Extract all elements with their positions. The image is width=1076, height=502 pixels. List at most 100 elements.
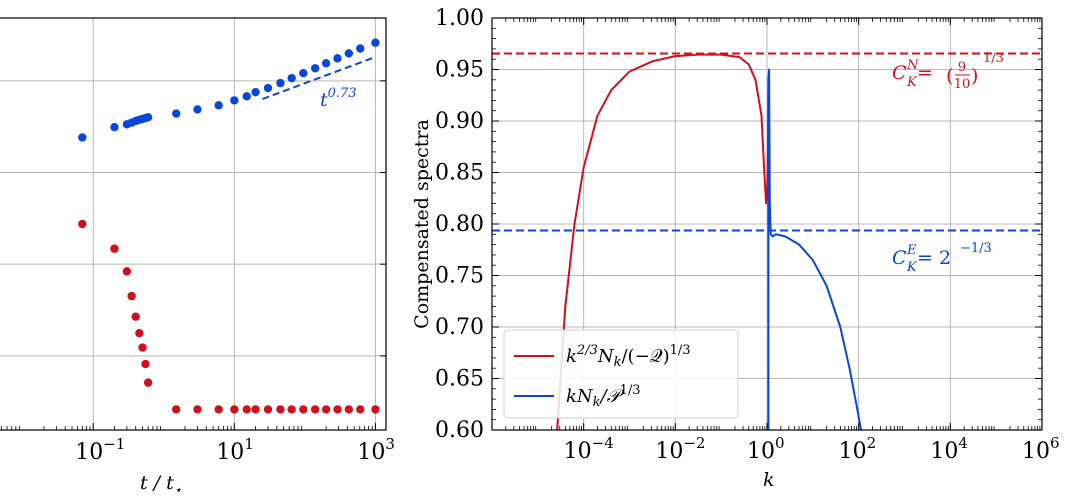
cke-power: −1/3 xyxy=(960,241,992,256)
right-xtick-label: 10−4 xyxy=(564,434,614,464)
left-power-law-label: t0.73 xyxy=(320,86,357,111)
right-xtick-label: 102 xyxy=(839,434,877,464)
right-ytick-label: 0.85 xyxy=(435,161,484,186)
left-ticks xyxy=(1,80,386,430)
power-law-dashed-line xyxy=(262,56,376,100)
left-xtick-label: 101 xyxy=(216,435,254,465)
red-data-point xyxy=(138,343,147,352)
ckn-subscript: K xyxy=(906,75,918,90)
blue-data-point xyxy=(371,38,380,47)
right-reference-lines xyxy=(492,52,1042,232)
ckn-rparen: ) xyxy=(971,65,978,87)
red-data-point xyxy=(263,405,273,414)
cke-annotation: C E K = 2 −1/3 xyxy=(892,241,992,275)
right-xtick-labels: 10−4 10−2 100 102 104 106 xyxy=(564,434,1060,464)
right-xtick-label: 106 xyxy=(1022,434,1060,464)
right-ytick-label: 0.60 xyxy=(435,418,484,443)
right-ytick-label: 0.80 xyxy=(435,212,484,237)
ckn-equals: = xyxy=(917,62,933,84)
blue-data-point xyxy=(356,44,365,53)
red-data-point xyxy=(193,405,202,414)
cke-superscript: E xyxy=(906,243,917,258)
red-data-point xyxy=(141,359,150,369)
right-ytick-labels: 0.60 0.65 0.70 0.75 0.80 0.85 0.90 0.95 1.00 xyxy=(435,6,484,443)
red-data-point xyxy=(135,328,144,338)
right-y-axis-label: Compensated spectra xyxy=(411,119,433,329)
red-data-point xyxy=(172,405,181,414)
red-data-point xyxy=(276,405,285,414)
blue-data-point xyxy=(344,49,354,58)
left-frame xyxy=(0,17,387,431)
right-xtick-label: 10−2 xyxy=(655,434,705,464)
right-xtick-label: 100 xyxy=(747,434,785,464)
ckn-symbol: C xyxy=(892,62,907,84)
blue-data-point xyxy=(143,113,153,122)
ckn-annotation: C N K = ( 9 10 ) 1/3 xyxy=(892,51,1004,92)
blue-data-point xyxy=(321,59,331,68)
left-x-axis-label: t / t⋆ xyxy=(140,472,182,498)
blue-data-point xyxy=(310,64,320,73)
legend-label-blue: kNk/𝒫1/3 xyxy=(566,383,641,410)
red-data-point xyxy=(230,405,239,414)
ckn-lparen: ( xyxy=(946,65,953,87)
blue-data-point xyxy=(214,101,223,110)
blue-data-point xyxy=(110,122,119,132)
right-ytick-label: 1.00 xyxy=(435,6,484,31)
red-data-point xyxy=(110,244,119,253)
red-data-point xyxy=(143,378,153,387)
red-data-point xyxy=(321,405,331,414)
red-data-point xyxy=(127,291,136,301)
red-data-point xyxy=(310,405,320,414)
red-data-point xyxy=(356,405,365,414)
right-ytick-label: 0.90 xyxy=(435,109,484,134)
blue-data-point xyxy=(333,54,342,63)
red-data-point xyxy=(214,405,223,414)
left-grid xyxy=(0,18,386,430)
left-power-law-line xyxy=(262,56,376,100)
blue-data-point xyxy=(230,96,239,105)
ckn-numerator: 9 xyxy=(958,60,966,75)
blue-data-point xyxy=(299,69,308,78)
red-data-point xyxy=(131,312,140,321)
red-data-point xyxy=(299,405,308,414)
blue-data-point xyxy=(242,92,251,101)
ckn-denominator: 10 xyxy=(954,77,971,92)
left-chart: t0.73 10−1 101 103 t / t⋆ xyxy=(0,17,395,498)
legend: k2/3Nk/(−𝒬)1/3 kNk/𝒫1/3 xyxy=(503,329,739,419)
right-chart: 0.600.650.700.750.800.850.900.951.00 10−… xyxy=(411,6,1060,491)
red-data-point xyxy=(333,405,342,414)
left-xtick-label: 10−1 xyxy=(75,435,125,465)
ckn-superscript: N xyxy=(906,58,919,73)
red-data-point xyxy=(287,405,296,414)
legend-label-red: k2/3Nk/(−𝒬)1/3 xyxy=(566,343,691,370)
left-xtick-labels: 10−1 101 103 xyxy=(75,435,395,465)
blue-data-point xyxy=(172,109,181,118)
red-data-point xyxy=(371,405,380,414)
blue-data-point xyxy=(263,83,273,93)
blue-data-point xyxy=(287,73,296,83)
red-data-point xyxy=(251,405,260,414)
right-series-lines xyxy=(556,53,863,430)
left-xtick-label: 103 xyxy=(357,435,395,465)
blue-data-point xyxy=(251,87,260,97)
cke-subscript: K xyxy=(906,260,918,275)
red-data-point xyxy=(122,267,132,276)
cke-equals: = 2 xyxy=(917,247,951,269)
right-x-axis-label: k xyxy=(763,469,775,491)
blue-data-point xyxy=(78,133,87,142)
right-ytick-label: 0.75 xyxy=(435,264,484,289)
red-data-point xyxy=(242,405,251,414)
red-data-point xyxy=(78,219,87,229)
red-data-point xyxy=(344,405,354,414)
legend-box xyxy=(503,329,739,419)
left-data-points xyxy=(78,38,380,414)
ckn-power: 1/3 xyxy=(983,51,1004,66)
right-ytick-label: 0.70 xyxy=(435,315,484,340)
right-xtick-label: 104 xyxy=(930,434,968,464)
red-series-line xyxy=(556,53,770,430)
blue-data-point xyxy=(276,78,285,88)
cke-symbol: C xyxy=(892,247,907,269)
right-ytick-label: 0.65 xyxy=(435,367,484,392)
blue-data-point xyxy=(193,105,202,114)
